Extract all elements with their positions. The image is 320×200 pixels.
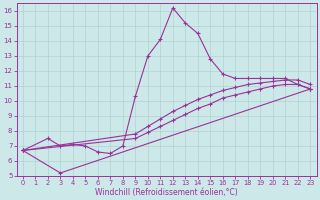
X-axis label: Windchill (Refroidissement éolien,°C): Windchill (Refroidissement éolien,°C) [95,188,238,197]
